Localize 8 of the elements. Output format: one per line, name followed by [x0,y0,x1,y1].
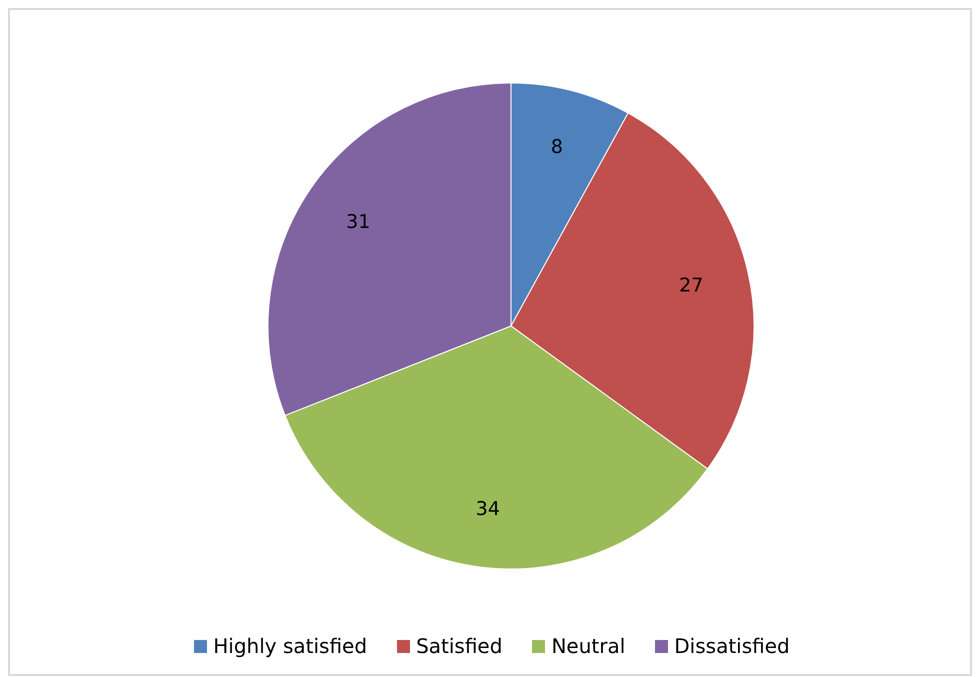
legend-label: Dissatisfied [674,634,790,658]
data-label: 27 [679,274,704,297]
legend-label: Satisfied [416,634,502,658]
legend-label: Neutral [551,634,626,658]
data-label: 31 [346,211,370,234]
data-label: 8 [550,136,563,158]
legend-label: Highly satisfied [213,634,368,658]
data-label: 34 [476,498,500,520]
